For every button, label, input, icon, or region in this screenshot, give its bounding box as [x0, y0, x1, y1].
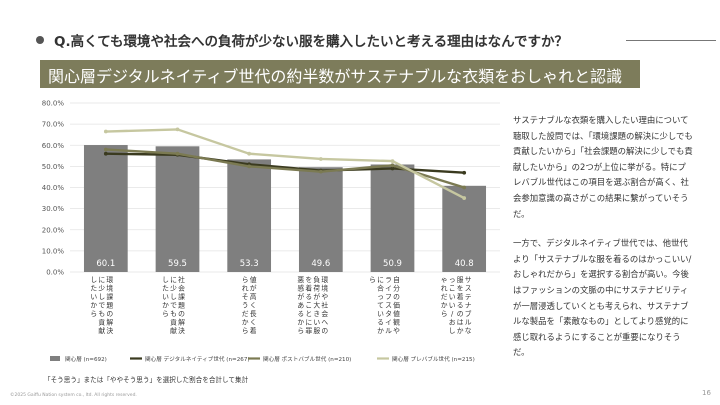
category-label: サステナブルな服を着るのはかっこいい/おしゃれだから	[441, 276, 472, 335]
question-rule	[626, 40, 716, 41]
bar	[370, 164, 415, 272]
question-title: Q.高くても環境や社会への負荷が少ない服を購入したいと考える理由はなんですか？	[54, 34, 568, 50]
series-point	[318, 169, 323, 174]
bar	[442, 185, 487, 272]
legend-label: 関心層 プレバブル世代 (n=215)	[392, 355, 475, 363]
y-tick-label: 80.0%	[42, 100, 65, 108]
bar-value-label: 53.3	[240, 259, 259, 269]
y-tick-label: 50.0%	[42, 163, 65, 171]
series-point	[175, 151, 180, 156]
question-row: Q.高くても環境や社会への負荷が少ない服を購入したいと考える理由はなんですか？	[36, 30, 716, 52]
category-label: 環境課題の解決に少しでも貢献したいから	[90, 276, 113, 335]
bar-line-chart: 0.0% 10.0% 20.0% 30.0% 40.0% 50.0% 60.0% 70.0% 8…	[42, 100, 500, 363]
bar-value-label: 59.5	[168, 259, 187, 269]
series-point	[318, 157, 323, 161]
bar	[155, 146, 200, 272]
category-label: 自分の価値観やライフスタイルに合っているから	[369, 275, 400, 335]
series-point	[390, 163, 395, 168]
bar-value-label: 60.1	[96, 259, 115, 269]
category-label: 値が高く長く着られそうだから	[242, 275, 257, 335]
series-point	[247, 151, 252, 156]
category-label: 社会課題の解決に少しでも貢献したいから	[162, 275, 185, 335]
series-point	[390, 166, 395, 171]
legend-label: 関心層 ポストバブル世代 (n=210)	[263, 355, 351, 363]
y-tick-label: 40.0%	[42, 184, 65, 192]
bar-value-label: 50.9	[383, 259, 402, 269]
bar	[298, 167, 343, 272]
commentary-paragraph-2: 一方で、デジタルネイティブ世代では、他世代より「サステナブルな服を着るのはかっこ…	[513, 238, 692, 358]
y-tick-label: 30.0%	[42, 205, 65, 213]
y-tick-label: 60.0%	[42, 142, 65, 150]
series-point	[390, 159, 395, 163]
series-point	[175, 127, 180, 132]
series-point	[247, 164, 252, 169]
y-tick-label: 10.0%	[42, 247, 65, 255]
bar-value-label: 49.6	[311, 259, 330, 269]
series-point	[462, 185, 467, 190]
series-point	[103, 151, 108, 156]
bar	[227, 159, 272, 272]
bar	[83, 145, 128, 272]
series-point	[103, 129, 108, 134]
footnote: 「そう思う」または「ややそう思う」を選択した割合を合計して集計	[44, 376, 249, 384]
copyright: ©2025 Gaiffu Nation system co., ltd. All…	[10, 393, 137, 398]
headline-text: 関心層デジタルネイティブ世代の約半数がサステナブルな衣類をおしゃれと認識	[48, 67, 623, 86]
series-line	[105, 148, 465, 189]
commentary-paragraph-1: サステナブルな衣類を購入したい理由について聴取した設問では、「環境課題の解決に少…	[513, 115, 693, 219]
series-point	[103, 147, 108, 152]
bar-value-label: 40.8	[455, 259, 474, 269]
category-label: 環境や社会への負荷が大きい服を着ることに罪悪感があるから	[297, 275, 328, 335]
legend-swatch	[50, 356, 60, 361]
series-point	[462, 196, 467, 200]
y-tick-label: 20.0%	[42, 226, 65, 234]
series-line	[105, 128, 465, 200]
y-tick-label: 0.0%	[46, 269, 64, 277]
commentary: サステナブルな衣類を購入したい理由について聴取した設問では、「環境課題の解決に少…	[513, 113, 693, 361]
page-number: 16	[702, 389, 711, 397]
headline-banner: 関心層デジタルネイティブ世代の約半数がサステナブルな衣類をおしゃれと認識	[40, 60, 640, 88]
series-point	[462, 170, 467, 175]
bullet-dot-icon	[36, 36, 44, 44]
y-tick-label: 70.0%	[42, 121, 65, 129]
legend-label: 関心層 デジタルネイティブ世代 (n=267)	[145, 355, 250, 363]
legend-label: 関心層 (n=692)	[65, 356, 107, 363]
